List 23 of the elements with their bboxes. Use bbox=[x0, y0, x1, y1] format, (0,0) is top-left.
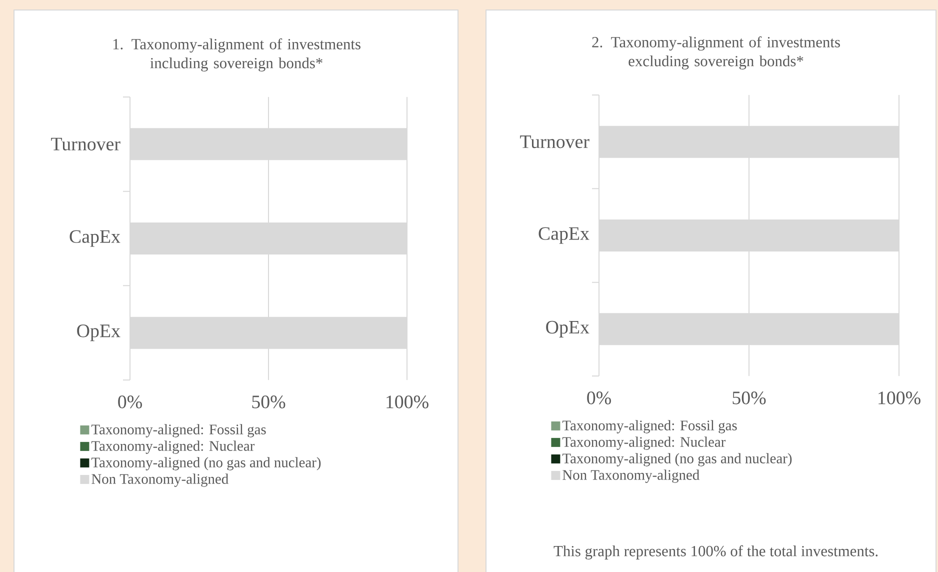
chart-title: 2. Taxonomy-alignment of investments excluding sovereign bonds* bbox=[592, 36, 840, 70]
x-tick-label: 0% bbox=[587, 392, 611, 404]
x-tick-label: 0% bbox=[118, 396, 142, 408]
legend-label: Non Taxonomy-aligned bbox=[562, 470, 700, 483]
legend-label: Taxonomy-aligned: Fossil gas bbox=[91, 424, 266, 438]
y-tick-label: CapEx bbox=[538, 227, 590, 244]
y-tick-label: Turnover bbox=[51, 138, 120, 150]
x-tick-label: 50% bbox=[732, 392, 766, 404]
legend-label: Taxonomy-aligned: Fossil gas bbox=[562, 420, 737, 434]
x-tick-label: 50% bbox=[252, 396, 286, 408]
legend-label: Taxonomy-aligned: Nuclear bbox=[562, 436, 726, 450]
legend-label: Non Taxonomy-aligned bbox=[92, 474, 228, 487]
chart-title: 1. Taxonomy-alignment of investments including sovereign bonds* bbox=[113, 38, 360, 72]
y-tick-label: Turnover bbox=[520, 136, 590, 148]
legend-label: Taxonomy-aligned (no gas and nuclear) bbox=[91, 457, 321, 470]
y-tick-label: OpEx bbox=[546, 320, 590, 338]
y-tick-label: CapEx bbox=[70, 230, 120, 247]
x-tick-label: 100% bbox=[386, 396, 428, 408]
legend-label: Taxonomy-aligned (no gas and nuclear) bbox=[562, 453, 792, 466]
x-tick-label: 100% bbox=[878, 392, 920, 404]
text: This graph represents 100% of the total investments. bbox=[554, 545, 878, 560]
y-tick-label: OpEx bbox=[77, 324, 120, 342]
legend-label: Taxonomy-aligned: Nuclear bbox=[91, 440, 255, 454]
